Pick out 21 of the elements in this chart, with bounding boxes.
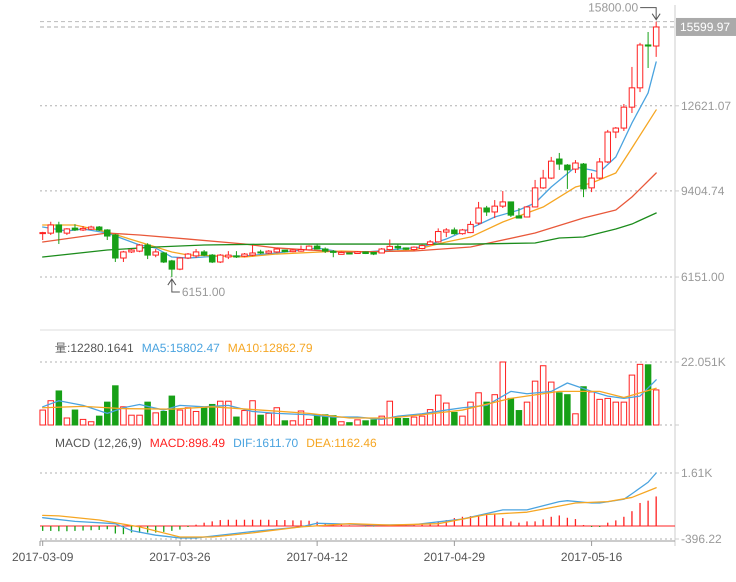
y-tick-label: 1.61K (681, 466, 712, 480)
chart-title: 量:12280.1641 (55, 341, 134, 355)
x-tick-label: 2017-03-09 (12, 550, 74, 564)
text: MACD:898.49 (150, 436, 226, 450)
ref-line-label: 15599.97 (680, 20, 730, 34)
text: DEA:1162.46 (306, 436, 378, 450)
x-tick-label: 2017-04-12 (286, 550, 348, 564)
annotation: 6151.00 (182, 285, 226, 300)
x-tick-label: 2017-03-26 (149, 550, 211, 564)
chart-title: MACD (12,26,9) (55, 436, 142, 450)
text: MA10:12862.79 (228, 341, 313, 355)
y-tick-label: 12621.07 (681, 98, 732, 113)
y-tick-label: 22.051K (681, 355, 726, 369)
y-tick-label: 6151.00 (681, 270, 725, 284)
y-tick-label: 9404.74 (681, 184, 725, 198)
x-tick-label: 2017-05-16 (560, 550, 623, 564)
x-tick-label: 2017-04-29 (424, 550, 486, 564)
text: DIF:1611.70 (233, 436, 299, 450)
text: MA5:15802.47 (142, 341, 220, 355)
annotation: 15800.00 (588, 0, 638, 15)
y-tick-label: -396.22 (681, 532, 722, 546)
